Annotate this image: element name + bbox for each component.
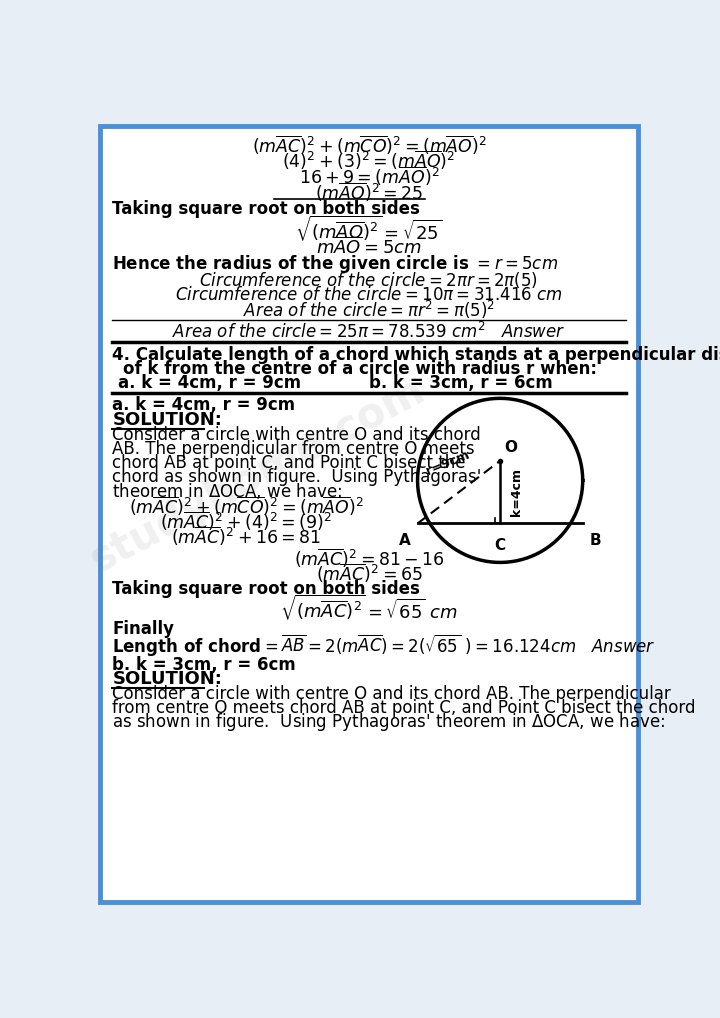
Text: a. k = 4cm, r = 9cm: a. k = 4cm, r = 9cm <box>118 375 301 392</box>
Text: SOLUTION:: SOLUTION: <box>112 411 222 429</box>
Text: chord AB at point C, and Point C bisect the: chord AB at point C, and Point C bisect … <box>112 454 466 472</box>
Text: r=9cm: r=9cm <box>424 449 472 478</box>
Text: $(m\overline{AC})^2 + 16 = 81$: $(m\overline{AC})^2 + 16 = 81$ <box>171 524 321 548</box>
Text: $\sqrt{(m\overline{AC})^2} = \sqrt{65}\ cm$: $\sqrt{(m\overline{AC})^2} = \sqrt{65}\ … <box>280 592 458 622</box>
Text: k=4cm: k=4cm <box>510 468 523 516</box>
Text: Finally: Finally <box>112 620 174 638</box>
Text: b. k = 3cm, r = 6cm: b. k = 3cm, r = 6cm <box>112 656 296 674</box>
Text: $(m\overline{AC})^2 = 81 - 16$: $(m\overline{AC})^2 = 81 - 16$ <box>294 547 444 570</box>
Text: C: C <box>495 538 505 553</box>
Text: $\mathit{Area\ of\ the\ circle = \pi r^2 = \pi(5)^2}$: $\mathit{Area\ of\ the\ circle = \pi r^2… <box>243 299 495 322</box>
Text: a. k = 4cm, r = 9cm: a. k = 4cm, r = 9cm <box>112 396 295 414</box>
Text: $(m\overline{AO})^2 = 25$: $(m\overline{AO})^2 = 25$ <box>315 180 423 204</box>
Text: from centre O meets chord AB at point C, and Point C bisect the chord: from centre O meets chord AB at point C,… <box>112 698 696 717</box>
Text: B: B <box>590 532 601 548</box>
Text: of k from the centre of a circle with radius r when:: of k from the centre of a circle with ra… <box>124 360 598 378</box>
Text: $\sqrt{(m\overline{AO})^2} = \sqrt{25}$: $\sqrt{(m\overline{AO})^2} = \sqrt{25}$ <box>295 214 443 243</box>
Text: $(m\overline{AC})^2 + (m\overline{CO})^2 = (m\overline{AO})^2$: $(m\overline{AC})^2 + (m\overline{CO})^2… <box>251 133 487 157</box>
Text: $\mathit{Area\ of\ the\ circle = 25\pi = 78.539\ cm^2}\quad \mathit{Answer}$: $\mathit{Area\ of\ the\ circle = 25\pi =… <box>172 322 566 342</box>
Text: studyhome.com: studyhome.com <box>83 369 432 581</box>
Text: $\mathit{Circumference\ of\ the\ circle = 2\pi r = 2\pi(5)}$: $\mathit{Circumference\ of\ the\ circle … <box>199 270 539 290</box>
Text: AB. The perpendicular from centre O meets: AB. The perpendicular from centre O meet… <box>112 440 475 458</box>
Text: A: A <box>399 532 411 548</box>
Text: $16 + 9 = (m\overline{AO})^2$: $16 + 9 = (m\overline{AO})^2$ <box>299 165 439 188</box>
Text: 4. Calculate length of a chord which stands at a perpendicular distance: 4. Calculate length of a chord which sta… <box>112 346 720 364</box>
Text: theorem in $\Delta$OCA, we have:: theorem in $\Delta$OCA, we have: <box>112 482 343 501</box>
Text: b. k = 3cm, r = 6cm: b. k = 3cm, r = 6cm <box>369 375 553 392</box>
Text: Length of chord$=\overline{AB} = 2(m\overline{AC}) = 2(\sqrt{65}\ ) = 16.124cm\q: Length of chord$=\overline{AB} = 2(m\ove… <box>112 632 656 658</box>
FancyBboxPatch shape <box>100 126 638 902</box>
Text: $m\overline{AO} = 5cm$: $m\overline{AO} = 5cm$ <box>316 236 422 258</box>
Text: chord as shown in figure.  Using Pythagoras': chord as shown in figure. Using Pythagor… <box>112 468 482 487</box>
Text: Hence the radius of the given circle is $= r = 5cm$: Hence the radius of the given circle is … <box>112 253 559 275</box>
Text: $(4)^2 + (3)^2 = (m\overline{AO})^2$: $(4)^2 + (3)^2 = (m\overline{AO})^2$ <box>282 149 456 172</box>
Text: $\mathit{Circumference\ of\ the\ circle = 10\pi = 31.416\ cm}$: $\mathit{Circumference\ of\ the\ circle … <box>175 286 563 304</box>
Text: as shown in figure.  Using Pythagoras' theorem in $\Delta$OCA, we have:: as shown in figure. Using Pythagoras' th… <box>112 711 665 733</box>
Text: SOLUTION:: SOLUTION: <box>112 670 222 688</box>
Text: Consider a circle with centre O and its chord: Consider a circle with centre O and its … <box>112 426 481 444</box>
Text: Taking square root on both sides: Taking square root on both sides <box>112 201 420 218</box>
Text: $(m\overline{AC})^2 + (4)^2 = (9)^2$: $(m\overline{AC})^2 + (4)^2 = (9)^2$ <box>161 509 332 532</box>
Text: $(m\overline{AC})^2 + (m\overline{CO})^2 = (m\overline{AO})^2$: $(m\overline{AC})^2 + (m\overline{CO})^2… <box>129 495 364 518</box>
Text: Taking square root on both sides: Taking square root on both sides <box>112 579 420 598</box>
Text: O: O <box>504 440 517 454</box>
Text: Consider a circle with centre O and its chord AB. The perpendicular: Consider a circle with centre O and its … <box>112 684 671 702</box>
Text: $(m\overline{AC})^2 = 65$: $(m\overline{AC})^2 = 65$ <box>315 561 423 584</box>
